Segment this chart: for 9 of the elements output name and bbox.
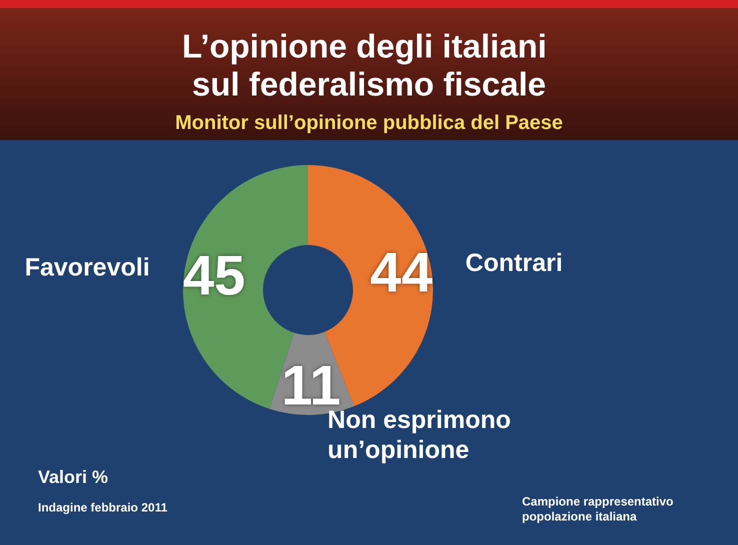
text: Campione rappresentativo popolazione italiana xyxy=(522,494,677,524)
slice-label: Favorevoli xyxy=(24,253,150,282)
text: Valori % xyxy=(38,467,108,487)
slice-label: Contrari xyxy=(465,248,563,277)
chart-title: L’opinione degli italiani sul federalismo fiscale xyxy=(182,28,556,102)
data-label: 44 xyxy=(370,240,432,304)
chart-subtitle: Monitor sull’opinione pubblica del Paese xyxy=(175,112,563,134)
data-label: 45 xyxy=(183,244,246,307)
text: Indagine febbraio 2011 xyxy=(38,500,168,514)
